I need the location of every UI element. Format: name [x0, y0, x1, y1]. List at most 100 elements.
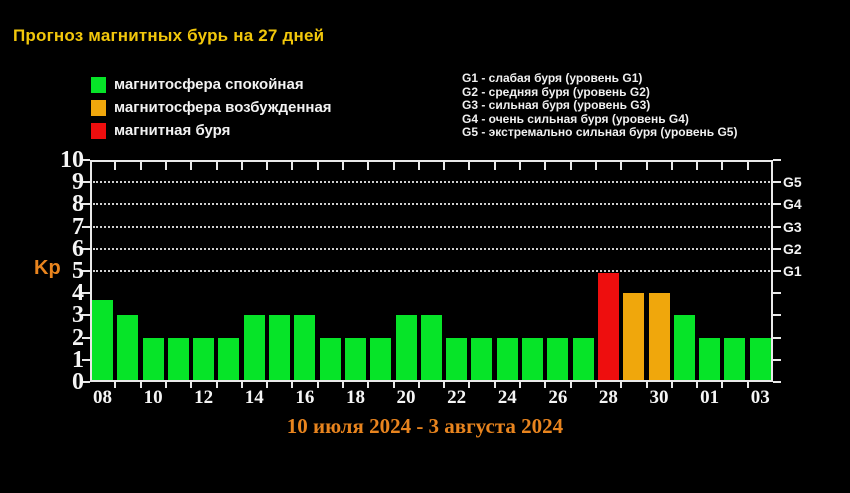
- y-tick-right: [773, 270, 781, 272]
- right-axis-label-g2: G2: [783, 240, 802, 257]
- bar-day-11: [167, 337, 189, 380]
- top-tick: [139, 162, 142, 170]
- legend-label-excited: магнитосфера возбужденная: [114, 99, 332, 116]
- bottom-tick: [544, 382, 547, 388]
- y-axis-label-0: 0: [72, 369, 84, 395]
- y-tick-right: [773, 292, 781, 295]
- bottom-tick: [240, 382, 243, 388]
- bar-day-15: [269, 315, 291, 380]
- bar-day-21: [420, 315, 442, 380]
- top-tick: [519, 162, 521, 170]
- top-tick: [721, 162, 724, 170]
- legend-label-quiet: магнитосфера спокойная: [114, 76, 304, 93]
- x-axis-label-26: 26: [548, 387, 568, 408]
- x-axis-label-14: 14: [244, 387, 264, 408]
- top-tick: [594, 162, 597, 170]
- gridline-7: [93, 225, 770, 228]
- top-tick: [392, 162, 395, 170]
- bar-day-09: [117, 315, 139, 380]
- bar-day-24: [496, 337, 518, 380]
- bar-day-10: [142, 337, 164, 380]
- bar-day-19: [370, 337, 392, 380]
- gridline-8: [93, 203, 770, 206]
- legend-swatch-excited: [91, 99, 106, 116]
- legend-item-storm: магнитная буря: [91, 122, 332, 139]
- top-tick: [696, 162, 699, 170]
- bottom-tick: [164, 382, 167, 388]
- plot-border-left: [90, 160, 92, 382]
- x-axis-label-22: 22: [447, 387, 467, 408]
- bottom-tick: [367, 382, 370, 388]
- top-tick: [645, 162, 648, 170]
- top-tick: [670, 162, 673, 170]
- g-legend-line-3: G3 - сильная буря (уровень G3): [462, 98, 651, 112]
- bar-day-13: [218, 337, 240, 380]
- right-axis-label-g5: G5: [783, 174, 802, 191]
- y-axis-label-4: 4: [72, 280, 84, 307]
- x-axis-label-20: 20: [396, 387, 416, 408]
- bottom-tick: [670, 382, 673, 388]
- y-tick-right: [773, 159, 781, 161]
- x-axis-label-08: 08: [93, 387, 112, 408]
- bar-day-26: [547, 337, 569, 380]
- top-tick: [316, 162, 319, 170]
- bottom-tick: [746, 382, 749, 388]
- bottom-tick: [316, 382, 319, 388]
- g-scale-legend: G1 - слабая буря (уровень G1) G2 - средня…: [462, 71, 737, 140]
- y-axis-label-5: 5: [72, 258, 84, 284]
- top-tick: [569, 162, 572, 170]
- bottom-tick: [266, 382, 269, 388]
- bar-day-28: [597, 273, 619, 380]
- y-tick-left: [82, 358, 90, 361]
- top-tick: [291, 162, 294, 170]
- bottom-tick: [620, 382, 623, 388]
- bottom-tick: [190, 382, 193, 388]
- bottom-tick: [696, 382, 699, 388]
- bar-day-03: [749, 337, 771, 380]
- y-tick-right: [773, 181, 781, 184]
- top-tick: [114, 162, 117, 170]
- bar-day-01: [699, 337, 721, 380]
- top-tick: [342, 162, 344, 170]
- bar-day-23: [471, 337, 493, 380]
- bar-day-20: [395, 315, 417, 380]
- legend-item-excited: магнитосфера возбужденная: [91, 99, 332, 116]
- y-tick-right: [773, 247, 781, 250]
- gridline-6: [93, 247, 770, 250]
- x-axis-label-18: 18: [345, 387, 365, 408]
- y-tick-left: [82, 336, 90, 339]
- legend-swatch-quiet: [91, 76, 106, 93]
- legend-swatch-storm: [91, 122, 106, 139]
- bar-day-25: [522, 337, 544, 380]
- g-legend-line-2: G2 - средняя буря (уровень G2): [462, 84, 650, 99]
- plot-border-top: [90, 160, 773, 162]
- g-legend-line-4: G4 - очень сильная буря (уровень G4): [462, 111, 689, 126]
- bottom-tick: [645, 382, 648, 388]
- x-axis-label-10: 10: [143, 387, 163, 408]
- top-tick: [443, 162, 446, 170]
- chart-plot-area: [82, 159, 781, 388]
- bottom-tick: [139, 382, 142, 388]
- bottom-tick: [721, 382, 724, 388]
- status-legend: магнитосфера спокойная магнитосфера возбу…: [91, 76, 332, 145]
- y-tick-right: [773, 225, 781, 228]
- y-tick-left: [82, 314, 90, 317]
- x-axis-label-01: 01: [700, 387, 720, 408]
- bottom-tick: [493, 382, 496, 388]
- page-title: Прогноз магнитных бурь на 27 дней: [13, 26, 325, 45]
- bar-day-02: [724, 337, 746, 380]
- x-axis-label-30: 30: [649, 387, 669, 408]
- bottom-tick: [215, 382, 218, 388]
- top-tick: [164, 162, 167, 170]
- bottom-tick: [417, 382, 420, 388]
- x-axis-label-12: 12: [194, 387, 214, 408]
- bar-day-22: [446, 337, 468, 380]
- bottom-tick: [594, 382, 597, 388]
- x-axis-label-16: 16: [295, 387, 315, 408]
- bottom-tick: [569, 382, 572, 388]
- y-axis-label-8: 8: [72, 191, 84, 218]
- top-tick: [215, 162, 218, 170]
- bottom-tick: [342, 382, 344, 388]
- bottom-tick: [291, 382, 294, 388]
